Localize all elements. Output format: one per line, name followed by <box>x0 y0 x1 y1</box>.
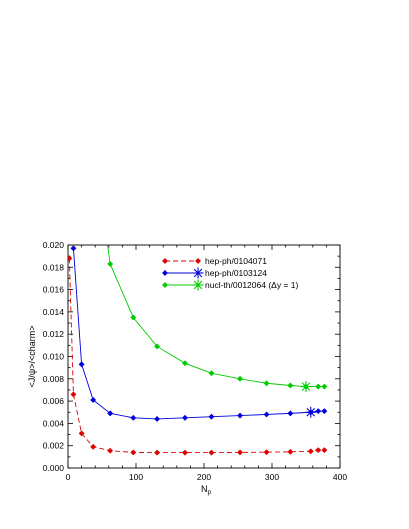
legend-marker-start <box>161 281 169 289</box>
data-point <box>287 382 294 389</box>
data-point <box>307 448 314 455</box>
highlight-marker <box>305 406 317 418</box>
y-tick-label: 0.014 <box>43 307 65 317</box>
data-point <box>107 447 114 454</box>
y-tick-label: 0.002 <box>43 441 65 451</box>
data-point <box>208 413 215 420</box>
y-tick-label: 0.020 <box>43 240 65 250</box>
data-point <box>90 396 97 404</box>
data-point <box>181 360 189 367</box>
legend-marker-end <box>192 267 204 279</box>
series-layer <box>68 245 328 456</box>
data-point <box>315 383 322 390</box>
y-tick-label: 0.010 <box>43 352 65 362</box>
data-point <box>130 414 137 421</box>
data-point <box>70 391 77 398</box>
data-point <box>154 449 161 456</box>
data-point <box>208 370 215 377</box>
x-tick-label: 300 <box>265 472 279 482</box>
data-point <box>130 449 137 456</box>
highlight-marker <box>300 381 312 393</box>
legend-marker-end <box>194 257 202 265</box>
series-1 <box>68 255 328 456</box>
legend: hep-ph/0104071 hep-ph/0103124 nucl-th/0012… <box>161 256 298 291</box>
y-tick-label: 0.018 <box>43 262 65 272</box>
y-tick-label: 0.004 <box>43 418 65 428</box>
y-axis-title: <J/ψ>/<charm> <box>27 326 37 388</box>
y-tick-label: 0.000 <box>43 463 65 473</box>
data-point <box>107 260 114 268</box>
data-point <box>68 255 73 262</box>
legend-entry: hep-ph/0104071 <box>161 256 267 266</box>
x-tick-label: 200 <box>197 472 211 482</box>
axes: 0 100 200 300 400 0.000 0.002 0.004 0.006 0.008 0.… <box>43 240 348 482</box>
series-2 <box>70 245 328 422</box>
legend-label: hep-ph/0103124 <box>205 268 267 278</box>
data-point <box>287 448 294 455</box>
data-point <box>208 449 215 456</box>
plot-frame <box>67 244 341 469</box>
data-point <box>321 447 328 454</box>
y-tick-label: 0.006 <box>43 396 65 406</box>
y-tick-label: 0.016 <box>43 285 65 295</box>
data-point <box>107 410 114 417</box>
data-point <box>236 449 244 456</box>
data-point <box>263 449 270 456</box>
x-tick-label: 400 <box>333 472 347 482</box>
legend-entry: hep-ph/0103124 <box>161 267 267 279</box>
data-point <box>321 408 328 415</box>
data-point <box>90 443 97 450</box>
legend-marker-start <box>161 269 169 277</box>
data-point <box>315 408 322 415</box>
y-tick-label: 0.008 <box>43 374 65 384</box>
data-point <box>181 449 189 456</box>
data-point <box>154 415 161 422</box>
data-point <box>321 383 328 390</box>
x-axis-title-main: N <box>201 484 208 494</box>
legend-entry: nucl-th/0012064 (Δy = 1) <box>161 279 298 291</box>
data-point <box>236 375 244 382</box>
legend-label: nucl-th/0012064 (Δy = 1) <box>205 280 298 290</box>
data-point <box>78 430 85 437</box>
data-point <box>236 412 244 419</box>
data-point <box>70 245 77 252</box>
legend-label: hep-ph/0104071 <box>205 256 267 266</box>
data-point <box>287 410 294 417</box>
data-point <box>181 414 189 421</box>
data-point <box>78 361 85 368</box>
data-point <box>263 411 270 418</box>
series-line <box>68 258 325 454</box>
x-axis-title: Np <box>201 484 212 496</box>
x-tick-label: 100 <box>129 472 143 482</box>
data-point <box>263 380 270 387</box>
data-point <box>315 447 322 454</box>
legend-marker-end <box>192 279 204 291</box>
data-point <box>130 314 137 321</box>
data-point <box>154 343 161 350</box>
y-tick-label: 0.012 <box>43 329 65 339</box>
legend-marker-start <box>161 257 169 265</box>
x-axis-title-sub: p <box>208 489 212 496</box>
x-tick-label: 0 <box>66 472 71 482</box>
